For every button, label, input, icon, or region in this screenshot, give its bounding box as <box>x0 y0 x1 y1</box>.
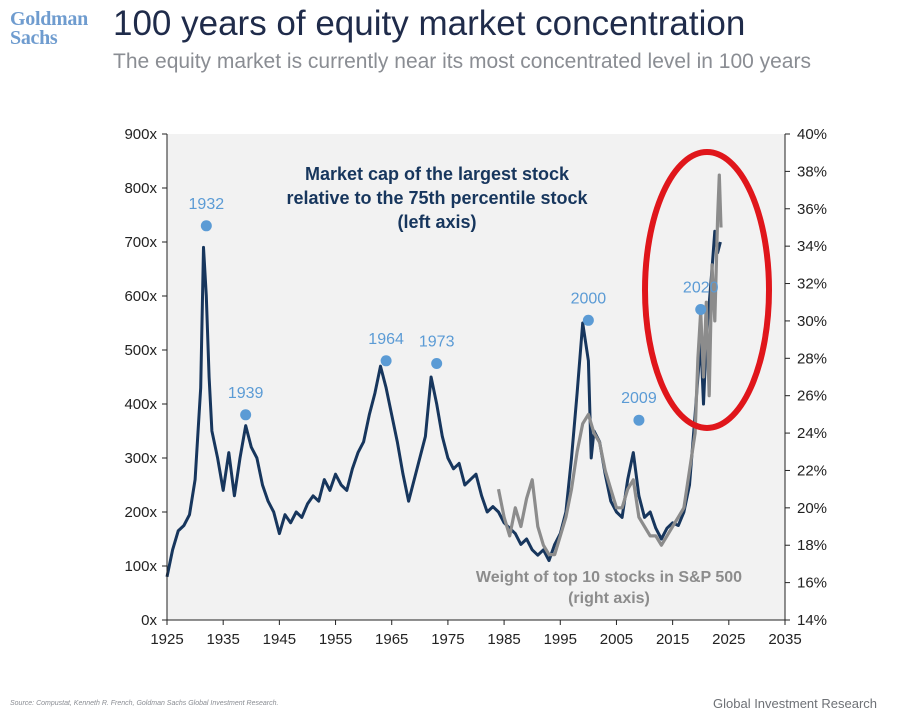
x-tick-label: 1995 <box>544 631 577 648</box>
left-tick-label: 500x <box>124 342 157 359</box>
right-tick-label: 38% <box>797 163 827 180</box>
highlight-circle <box>642 149 772 431</box>
plot-area <box>167 134 785 620</box>
logo-line-1: Goldman <box>10 8 88 30</box>
right-tick-label: 36% <box>797 201 827 218</box>
right-tick-label: 20% <box>797 500 827 517</box>
right-tick-label: 40% <box>797 126 827 143</box>
left-tick-label: 400x <box>124 396 157 413</box>
page-title: 100 years of equity market concentration <box>113 4 746 43</box>
x-tick-label: 1985 <box>487 631 520 648</box>
left-tick-label: 0x <box>141 612 157 629</box>
series-line-market-cap-ratio <box>165 229 722 578</box>
series-label-top10-weight: Weight of top 10 stocks in S&P 500 <box>476 569 742 586</box>
x-tick-label: 2015 <box>656 631 689 648</box>
footer-brand: Global Investment Research <box>713 696 878 711</box>
series-label-market-cap-ratio: (left axis) <box>397 212 476 232</box>
x-tick-label: 1965 <box>375 631 408 648</box>
peak-marker <box>240 409 252 421</box>
series-label-market-cap-ratio: Market cap of the largest stock <box>305 164 570 184</box>
right-tick-label: 26% <box>797 388 827 405</box>
source-note: Source: Compustat, Kenneth R. French, Go… <box>10 700 279 707</box>
right-tick-label: 16% <box>797 575 827 592</box>
left-tick-label: 300x <box>124 450 157 467</box>
right-tick-label: 28% <box>797 350 827 367</box>
right-tick-label: 22% <box>797 462 827 479</box>
x-tick-label: 1975 <box>431 631 464 648</box>
peak-label: 2000 <box>571 290 607 307</box>
logo-line-2: Sachs <box>10 27 58 49</box>
right-tick-label: 30% <box>797 313 827 330</box>
x-tick-label: 1945 <box>263 631 296 648</box>
x-tick-label: 1955 <box>319 631 352 648</box>
series-label-market-cap-ratio: relative to the 75th percentile stock <box>286 188 588 208</box>
page-subtitle: The equity market is currently near its … <box>113 50 811 73</box>
series-line-top10-weight <box>496 173 723 557</box>
x-tick-label: 1925 <box>150 631 183 648</box>
right-tick-label: 34% <box>797 238 827 255</box>
peak-label: 2020 <box>683 280 719 297</box>
left-tick-label: 200x <box>124 504 157 521</box>
peak-label: 1932 <box>189 196 225 213</box>
x-tick-label: 2035 <box>768 631 801 648</box>
right-tick-label: 18% <box>797 537 827 554</box>
peak-marker <box>633 414 645 426</box>
peak-label: 1939 <box>228 385 264 402</box>
peak-marker <box>431 358 443 369</box>
right-tick-label: 24% <box>797 425 827 442</box>
right-tick-label: 14% <box>797 612 827 629</box>
x-tick-label: 2025 <box>712 631 745 648</box>
peak-marker <box>200 220 212 232</box>
left-tick-label: 800x <box>124 180 157 197</box>
x-tick-label: 2005 <box>600 631 633 648</box>
peak-marker <box>582 314 594 326</box>
peak-label: 1973 <box>419 334 455 351</box>
right-tick-label: 32% <box>797 276 827 293</box>
left-tick-label: 900x <box>124 126 157 143</box>
goldman-sachs-logo: Goldman Sachs <box>10 8 102 49</box>
left-tick-label: 100x <box>124 558 157 575</box>
peak-label: 2009 <box>621 390 657 407</box>
left-tick-label: 700x <box>124 234 157 251</box>
left-tick-label: 600x <box>124 288 157 305</box>
peak-label: 1964 <box>368 331 404 348</box>
series-label-top10-weight: (right axis) <box>568 590 650 607</box>
peak-marker <box>695 304 707 315</box>
x-tick-label: 1935 <box>206 631 239 648</box>
peak-marker <box>380 355 392 367</box>
